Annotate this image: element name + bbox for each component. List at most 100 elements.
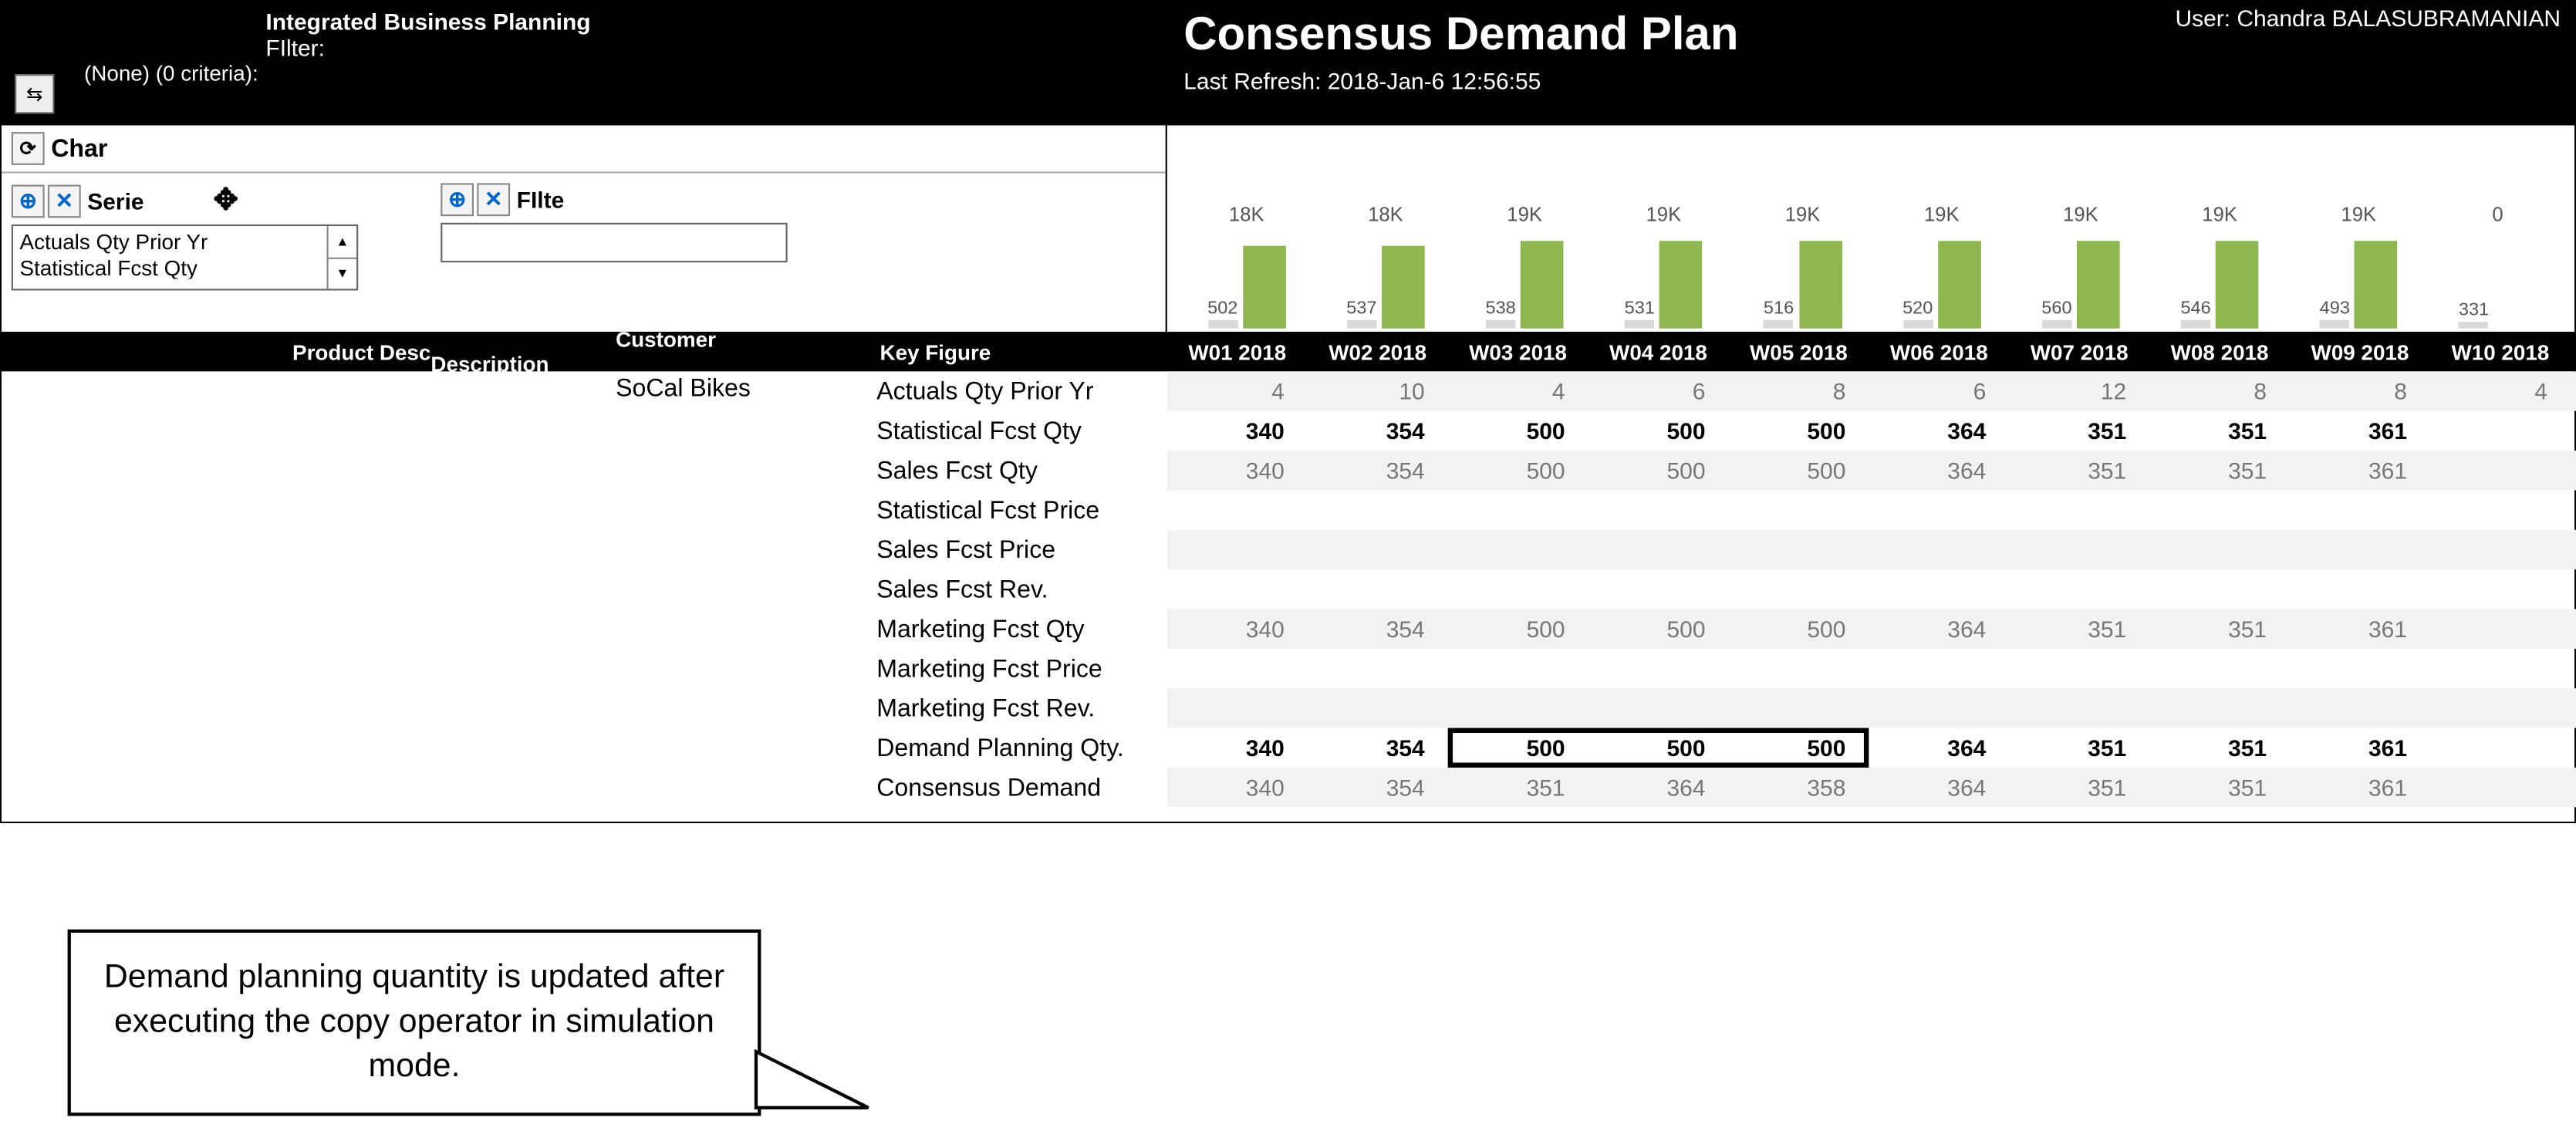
- chart-big-label: 19K: [1785, 203, 1821, 226]
- chart-small-label: 538: [1485, 299, 1515, 319]
- chart-big-label: 19K: [2341, 203, 2376, 226]
- serie-label: Serie: [87, 187, 143, 214]
- table-cell[interactable]: 351: [2009, 457, 2149, 484]
- table-cell[interactable]: 351: [2009, 734, 2149, 761]
- chart-big-bar: [1799, 241, 1842, 328]
- table-cell[interactable]: 340: [1167, 457, 1308, 484]
- remove-filter-button[interactable]: ✕: [477, 183, 510, 216]
- header-weeks: W01 2018W02 2018W03 2018W04 2018W05 2018…: [1167, 339, 2576, 364]
- table-cell[interactable]: 361: [2290, 417, 2430, 444]
- table-cell[interactable]: 364: [1869, 734, 2009, 761]
- table-cell[interactable]: 500: [1588, 734, 1729, 761]
- table-cell[interactable]: 4: [2430, 378, 2571, 404]
- expand-button[interactable]: ⇆: [15, 74, 54, 113]
- chart-small-bar: [1347, 320, 1377, 329]
- table-cell[interactable]: 351: [2149, 775, 2290, 801]
- chart-column: 18K537: [1316, 203, 1455, 329]
- table-cell[interactable]: 500: [1448, 457, 1588, 484]
- chart-big-label: 18K: [1229, 203, 1264, 226]
- table-cell[interactable]: 351: [2009, 417, 2149, 444]
- table-cell[interactable]: 351: [2009, 616, 2149, 642]
- filter-value: (None) (0 criteria):: [84, 61, 1154, 86]
- table-cell[interactable]: 500: [1728, 457, 1869, 484]
- header-week: W03 2018: [1448, 339, 1588, 364]
- filter-control-label: FIlte: [517, 187, 565, 213]
- table-row: [1167, 530, 2576, 569]
- table-cell[interactable]: 8: [1728, 378, 1869, 404]
- table-cell[interactable]: 500: [1448, 417, 1588, 444]
- table-cell[interactable]: 364: [1588, 775, 1729, 801]
- chart-big-bar: [1659, 241, 1703, 328]
- table-cell[interactable]: 500: [1588, 616, 1729, 642]
- filter-input[interactable]: [441, 223, 787, 262]
- table-cell[interactable]: 500: [1588, 457, 1729, 484]
- table-cell[interactable]: 8: [2290, 378, 2430, 404]
- series-item[interactable]: Statistical Fcst Qty: [20, 256, 320, 279]
- series-item[interactable]: Actuals Qty Prior Yr: [20, 229, 320, 255]
- table-cell[interactable]: 340: [1167, 775, 1308, 801]
- keyfigure-label: Demand Planning Qty.: [876, 728, 1167, 768]
- callout-tail: [753, 1048, 885, 1131]
- table-cell[interactable]: 340: [1167, 417, 1308, 444]
- table-cell[interactable]: 6: [1588, 378, 1729, 404]
- table-cell[interactable]: 12: [2009, 378, 2149, 404]
- table-cell[interactable]: 500: [1448, 616, 1588, 642]
- header-week: W02 2018: [1308, 339, 1448, 364]
- table-cell[interactable]: 351: [1448, 775, 1588, 801]
- chart-small-bar: [2320, 320, 2350, 329]
- table-cell[interactable]: 361: [2290, 616, 2430, 642]
- table-cell[interactable]: 351: [2009, 775, 2149, 801]
- chart-small-bar: [1764, 320, 1794, 329]
- table-cell[interactable]: 354: [1308, 417, 1448, 444]
- table-cell[interactable]: 500: [1728, 417, 1869, 444]
- chart-small-label: 531: [1625, 299, 1655, 319]
- table-cell[interactable]: 4: [1448, 378, 1588, 404]
- chart-small-label: 520: [1902, 299, 1933, 319]
- table-cell[interactable]: 361: [2290, 457, 2430, 484]
- table-cell[interactable]: 8: [2149, 378, 2290, 404]
- table-cell[interactable]: 351: [2149, 417, 2290, 444]
- add-series-button[interactable]: ⊕: [12, 184, 45, 217]
- last-refresh: Last Refresh: 2018-Jan-6 12:56:55: [1183, 68, 2561, 94]
- table-cell[interactable]: 364: [1869, 417, 2009, 444]
- table-cell[interactable]: 364: [1869, 775, 2009, 801]
- table-cell[interactable]: 361: [2290, 775, 2430, 801]
- table-cell[interactable]: 500: [1588, 417, 1729, 444]
- table-cell[interactable]: 351: [2149, 616, 2290, 642]
- chart-small-bar: [2181, 320, 2211, 329]
- table-cell[interactable]: 500: [1728, 734, 1869, 761]
- table-cell[interactable]: 354: [1308, 775, 1448, 801]
- last-refresh-value: 2018-Jan-6 12:56:55: [1328, 68, 1541, 94]
- refresh-icon[interactable]: ⟳: [12, 132, 45, 165]
- table-cell[interactable]: 354: [1308, 734, 1448, 761]
- table-cell[interactable]: 340: [1167, 616, 1308, 642]
- table-cell[interactable]: 340: [1167, 734, 1308, 761]
- table-cell[interactable]: 4: [1167, 378, 1308, 404]
- callout-text: Demand planning quantity is updated afte…: [104, 959, 724, 1085]
- table-cell[interactable]: 6: [1869, 378, 2009, 404]
- table-cell[interactable]: 361: [2290, 734, 2430, 761]
- series-listbox[interactable]: Actuals Qty Prior Yr Statistical Fcst Qt…: [12, 225, 358, 291]
- table-cell[interactable]: 10: [1308, 378, 1448, 404]
- table-cell[interactable]: 351: [2149, 457, 2290, 484]
- chart-small-bar: [1207, 320, 1237, 329]
- table-cell[interactable]: 354: [1308, 457, 1448, 484]
- series-spinner[interactable]: ▲▼: [327, 226, 357, 289]
- remove-series-button[interactable]: ✕: [48, 184, 81, 217]
- chart-big-label: 0: [2492, 203, 2503, 226]
- table-cell[interactable]: 354: [1308, 616, 1448, 642]
- keyfigure-label: Sales Fcst Price: [876, 530, 1167, 569]
- table-cell[interactable]: 500: [1448, 734, 1588, 761]
- keyfigure-label: Marketing Fcst Rev.: [876, 688, 1167, 728]
- add-filter-button[interactable]: ⊕: [441, 183, 474, 216]
- header-week: W04 2018: [1588, 339, 1729, 364]
- table-cell[interactable]: 351: [2149, 734, 2290, 761]
- header-week: W07 2018: [2009, 339, 2149, 364]
- table-cell[interactable]: 364: [1869, 616, 2009, 642]
- table-cell[interactable]: 358: [1728, 775, 1869, 801]
- table-cell[interactable]: 364: [1869, 457, 2009, 484]
- chart-column: 19K546: [2150, 203, 2289, 329]
- chart-small-bar: [1902, 320, 1933, 329]
- table-cell[interactable]: 500: [1728, 616, 1869, 642]
- keyfigure-column: Actuals Qty Prior YrStatistical Fcst Qty…: [876, 371, 1167, 807]
